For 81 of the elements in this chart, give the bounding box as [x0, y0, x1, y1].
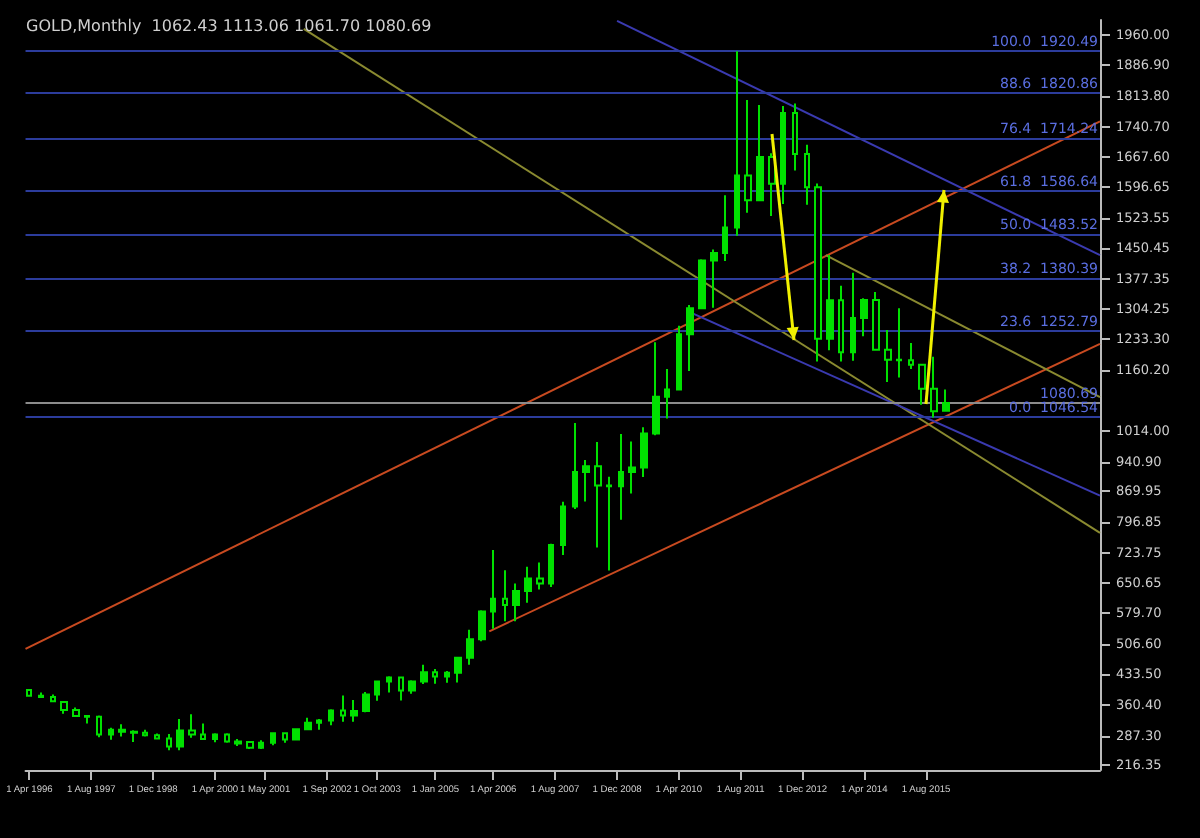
candlestick	[118, 723, 126, 738]
candlestick	[676, 324, 682, 392]
candlestick	[652, 341, 660, 437]
candlestick	[176, 717, 184, 752]
candlestick	[860, 297, 868, 338]
candlestick	[50, 693, 56, 704]
candlestick	[246, 740, 254, 751]
candlestick	[502, 569, 508, 623]
candlestick	[814, 182, 822, 363]
candlestick	[108, 726, 114, 741]
candlestick	[420, 663, 428, 686]
candlestick	[84, 714, 90, 725]
candlestick	[872, 290, 880, 352]
candlestick	[398, 675, 404, 702]
candlestick	[908, 342, 914, 371]
candlestick	[282, 731, 288, 744]
candlestick	[850, 271, 856, 362]
candlestick	[350, 699, 358, 723]
candlestick	[618, 432, 624, 521]
candlestick	[466, 628, 474, 666]
candlestick	[270, 731, 276, 747]
candlestick	[154, 732, 160, 741]
candlestick	[640, 426, 648, 479]
candlestick	[744, 99, 752, 214]
candlestick	[548, 542, 554, 588]
candlestick	[710, 248, 718, 309]
candlestick	[142, 728, 148, 738]
candlestick	[560, 500, 566, 557]
candlestick	[38, 691, 44, 699]
candlestick	[838, 284, 844, 363]
candlestick	[386, 675, 392, 694]
candlestick	[224, 732, 230, 744]
candlestick	[804, 143, 810, 206]
candlestick	[374, 680, 380, 702]
candlestick	[768, 152, 776, 218]
candlestick	[524, 565, 532, 604]
candlestick	[362, 691, 370, 714]
candlestick	[686, 303, 694, 373]
candlestick	[930, 355, 938, 419]
candlestick	[664, 368, 670, 420]
candlestick	[780, 104, 786, 205]
candlestick	[26, 688, 32, 698]
candlestick	[130, 729, 138, 743]
candlestick	[478, 609, 486, 643]
candlestick	[918, 363, 926, 406]
candlestick	[628, 440, 636, 495]
candlestick	[734, 50, 740, 237]
candlestick	[536, 561, 544, 591]
candlestick	[896, 307, 902, 379]
candlestick	[582, 458, 590, 503]
candlestick	[942, 388, 950, 413]
candlestick	[166, 732, 172, 752]
candlestick	[292, 727, 300, 741]
candlestick	[212, 732, 218, 744]
candlestick	[258, 739, 264, 751]
candlestick	[432, 668, 438, 685]
candlestick	[572, 422, 578, 510]
candlestick	[200, 722, 206, 740]
candlestick	[96, 714, 102, 739]
candlestick	[490, 549, 496, 630]
candlestick	[594, 440, 602, 549]
candlestick	[340, 694, 346, 723]
candlestick	[454, 656, 462, 684]
candlestick	[512, 582, 520, 623]
candlestick	[316, 717, 322, 731]
candlestick	[408, 679, 416, 695]
candlestick	[444, 670, 450, 684]
candlestick	[188, 713, 196, 739]
candlestick	[304, 716, 312, 732]
candlestick	[234, 737, 242, 748]
candlestick	[60, 700, 68, 715]
candlestick	[722, 194, 728, 262]
candlestick	[756, 104, 764, 203]
candlestick	[792, 102, 798, 172]
candlestick	[606, 475, 612, 572]
candlestick	[698, 258, 706, 311]
chart-title: GOLD,Monthly 1062.43 1113.06 1061.70 1080.69	[26, 17, 432, 35]
candlestick	[328, 708, 334, 727]
candlestick	[72, 706, 80, 717]
candlestick	[884, 329, 892, 384]
candlestick	[826, 254, 834, 352]
